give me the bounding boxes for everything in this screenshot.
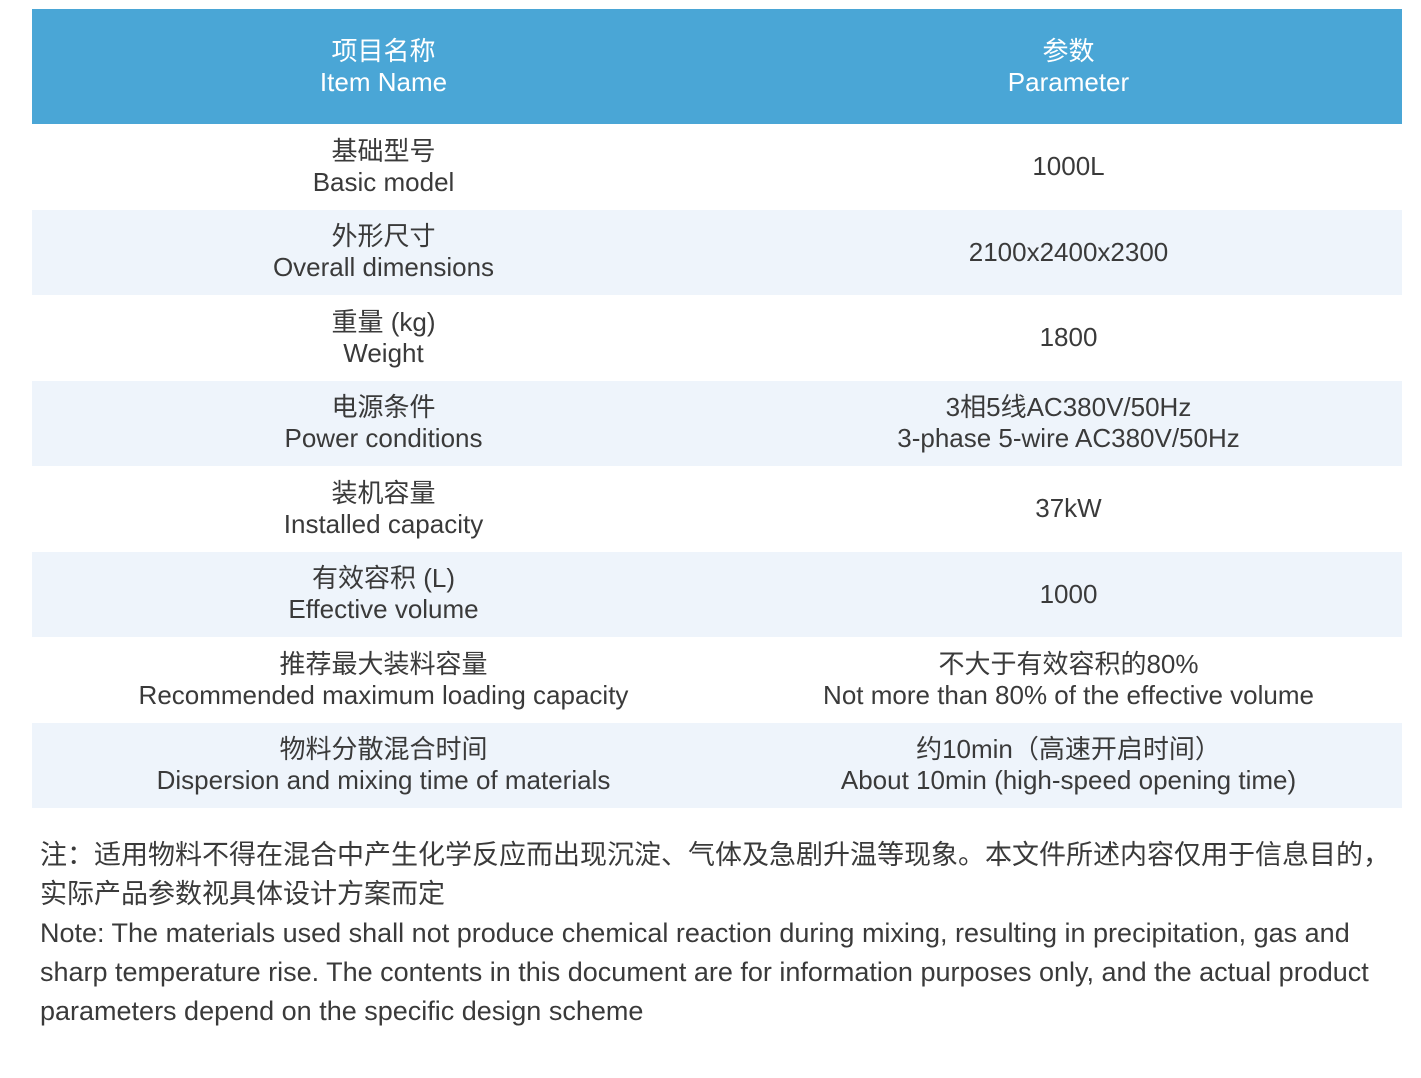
parameter-cell: 1000L [735,124,1402,210]
item-name-en: Power conditions [284,423,483,454]
table-header: 项目名称 Item Name 参数 Parameter [32,9,1402,124]
item-name-en: Installed capacity [283,508,484,539]
header-item-name-zh: 项目名称 [331,35,436,66]
header-item-name: 项目名称 Item Name [32,9,735,124]
parameter-value: 37kW [1035,493,1102,524]
item-name-cell: 推荐最大装料容量 Recommended maximum loading capa… [32,637,735,723]
item-name-en: Weight [343,337,424,368]
header-parameter-zh: 参数 [1042,35,1095,66]
parameter-value: 3相5线AC380V/50Hz [945,392,1192,423]
header-item-name-en: Item Name [319,66,448,97]
note-en: Note: The materials used shall not produ… [40,918,1369,1026]
parameter-value: 约10min（高速开启时间） [916,734,1221,765]
item-name-zh: 推荐最大装料容量 [279,648,488,679]
item-name-zh: 重量 (kg) [331,306,436,337]
item-name-zh: 有效容积 (L) [311,563,455,594]
table-row: 物料分散混合时间 Dispersion and mixing time of ma… [32,722,1402,809]
item-name-en: Recommended maximum loading capacity [138,679,629,710]
table-row: 基础型号 Basic model 1000L [32,124,1402,210]
item-name-en: Dispersion and mixing time of materials [156,765,611,796]
item-name-cell: 外形尺寸 Overall dimensions [32,210,735,296]
table-row: 推荐最大装料容量 Recommended maximum loading capa… [32,637,1402,723]
parameter-cell: 1800 [735,295,1402,381]
table-row: 重量 (kg) Weight 1800 [32,295,1402,381]
parameter-value-en: 3-phase 5-wire AC380V/50Hz [897,423,1240,454]
item-name-cell: 基础型号 Basic model [32,124,735,210]
item-name-en: Effective volume [288,594,479,625]
header-parameter: 参数 Parameter [735,9,1402,124]
parameter-cell: 37kW [735,466,1402,552]
parameter-value: 不大于有效容积的80% [938,648,1199,679]
parameter-value: 1000L [1032,151,1105,182]
parameter-cell: 1000 [735,552,1402,638]
item-name-cell: 物料分散混合时间 Dispersion and mixing time of ma… [32,723,735,809]
parameter-value: 2100x2400x2300 [968,236,1169,267]
parameter-value-en: Not more than 80% of the effective volum… [823,679,1314,710]
table-row: 电源条件 Power conditions 3相5线AC380V/50Hz 3-pha… [32,380,1402,467]
parameter-value: 1000 [1039,578,1098,609]
parameter-cell: 2100x2400x2300 [735,210,1402,296]
note: 注：适用物料不得在混合中产生化学反应而出现沉淀、气体及急剧升温等现象。本文件所述… [40,836,1390,1031]
item-name-cell: 重量 (kg) Weight [32,295,735,381]
item-name-cell: 电源条件 Power conditions [32,381,735,467]
item-name-cell: 装机容量 Installed capacity [32,466,735,552]
parameter-cell: 不大于有效容积的80% Not more than 80% of the effe… [735,637,1402,723]
parameter-cell: 约10min（高速开启时间） About 10min (high-speed op… [735,723,1402,809]
parameter-value: 1800 [1039,322,1098,353]
spec-table: 项目名称 Item Name 参数 Parameter 基础型号 Basic mo… [32,9,1402,808]
note-zh: 注：适用物料不得在混合中产生化学反应而出现沉淀、气体及急剧升温等现象。本文件所述… [40,840,1390,909]
item-name-en: Basic model [312,166,455,197]
item-name-zh: 电源条件 [331,392,436,423]
item-name-zh: 基础型号 [331,135,436,166]
item-name-zh: 物料分散混合时间 [279,734,488,765]
item-name-en: Overall dimensions [272,252,495,283]
item-name-zh: 装机容量 [331,477,436,508]
table-row: 装机容量 Installed capacity 37kW [32,466,1402,552]
parameter-cell: 3相5线AC380V/50Hz 3-phase 5-wire AC380V/50H… [735,381,1402,467]
table-row: 有效容积 (L) Effective volume 1000 [32,551,1402,638]
header-parameter-en: Parameter [1007,66,1130,97]
item-name-cell: 有效容积 (L) Effective volume [32,552,735,638]
item-name-zh: 外形尺寸 [331,221,436,252]
parameter-value-en: About 10min (high-speed opening time) [840,765,1297,796]
table-row: 外形尺寸 Overall dimensions 2100x2400x2300 [32,209,1402,296]
